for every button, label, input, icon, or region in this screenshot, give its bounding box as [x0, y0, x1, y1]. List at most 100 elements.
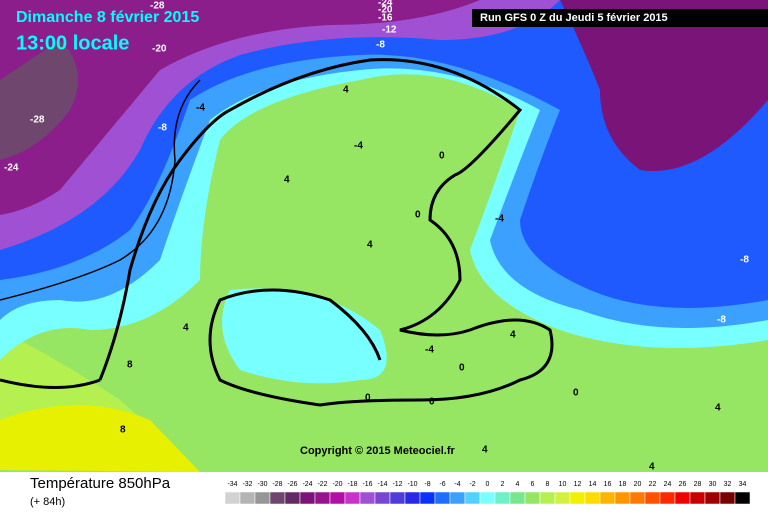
scale-swatch	[434, 491, 451, 505]
scale-label: 26	[679, 481, 687, 488]
contour-label: -8	[158, 123, 167, 134]
scale-label: 28	[694, 481, 702, 488]
scale-label: -24	[302, 481, 312, 488]
contour-label: 4	[482, 445, 488, 456]
contour-label: -8	[717, 315, 726, 326]
contour-label: -20	[378, 5, 393, 16]
scale-swatch	[314, 491, 331, 505]
scale-label: 10	[559, 481, 567, 488]
scale-label: -12	[392, 481, 402, 488]
contour-label: 4	[649, 462, 655, 473]
scale-label: -6	[439, 481, 445, 488]
scale-label: 20	[634, 481, 642, 488]
contour-label: -20	[152, 44, 167, 55]
scale-swatch	[569, 491, 586, 505]
scale-swatch	[269, 491, 286, 505]
run-info: Run GFS 0 Z du Jeudi 5 février 2015	[480, 12, 668, 24]
scale-swatch	[704, 491, 721, 505]
contour-label: 4	[183, 323, 189, 334]
copyright: Copyright © 2015 Meteociel.fr	[300, 445, 456, 457]
scale-label: -20	[332, 481, 342, 488]
footer-title: Température 850hPa	[30, 475, 171, 492]
contour-label: -24	[378, 0, 393, 9]
scale-swatch	[599, 491, 616, 505]
warm-area	[0, 405, 200, 472]
scale-swatch	[419, 491, 436, 505]
scale-label: 14	[589, 481, 597, 488]
contour-label: 0	[573, 388, 579, 399]
contour-label: 4	[367, 240, 373, 251]
mild-area	[250, 170, 392, 293]
contour-label: -24	[4, 163, 19, 174]
scale-swatch	[284, 491, 301, 505]
scale-label: 0	[486, 481, 490, 488]
scale-label: 30	[709, 481, 717, 488]
footer-lead: (+ 84h)	[30, 496, 65, 508]
run-box	[472, 9, 768, 27]
scale-label: 2	[501, 481, 505, 488]
scale-label: -18	[347, 481, 357, 488]
contour-label: -8	[740, 255, 749, 266]
scale-label: 8	[546, 481, 550, 488]
scale-label: -10	[407, 481, 417, 488]
scale-label: 32	[724, 481, 732, 488]
scale-swatch	[299, 491, 316, 505]
scale-label: 22	[649, 481, 657, 488]
scale-label: 4	[516, 481, 520, 488]
scale-swatch	[524, 491, 541, 505]
isotherm	[0, 58, 554, 407]
time: 13:00 locale	[16, 32, 129, 54]
scale-swatch	[224, 491, 241, 505]
contour-label: 0	[415, 210, 421, 221]
scale-swatch	[614, 491, 631, 505]
contour-label: -4	[196, 103, 205, 114]
contour-label: -8	[376, 40, 385, 51]
scale-swatch	[479, 491, 496, 505]
scale-label: -30	[257, 481, 267, 488]
scale-swatch	[359, 491, 376, 505]
scale-swatch	[449, 491, 466, 505]
scale-swatch	[554, 491, 571, 505]
scale-swatch	[644, 491, 661, 505]
scale-label: -26	[287, 481, 297, 488]
scale-label: -2	[469, 481, 475, 488]
scale-label: 6	[531, 481, 535, 488]
contour-label: 4	[284, 175, 290, 186]
isotherm-0	[98, 58, 554, 407]
scale-swatch	[629, 491, 646, 505]
scale-swatch	[719, 491, 736, 505]
contour-label: -12	[382, 25, 397, 36]
scale-swatch	[659, 491, 676, 505]
contour-label: -28	[150, 1, 165, 12]
scale-label: 16	[604, 481, 612, 488]
scale-swatch	[404, 491, 421, 505]
scale-label: -28	[272, 481, 282, 488]
contour-label: 0	[439, 151, 445, 162]
contour-label: 8	[120, 425, 126, 436]
scale-swatch	[539, 491, 556, 505]
scale-swatch	[674, 491, 691, 505]
contour-label: 4	[343, 85, 349, 96]
scale-swatch	[329, 491, 346, 505]
very-cold-area	[560, 0, 768, 172]
contour-label: -28	[30, 115, 45, 126]
scale-label: 18	[619, 481, 627, 488]
date: Dimanche 8 février 2015	[16, 9, 199, 26]
scale-swatch	[509, 491, 526, 505]
scale-swatch	[254, 491, 271, 505]
scale-label: -4	[454, 481, 460, 488]
very-cold-area	[0, 0, 480, 215]
contour-label: 8	[127, 360, 133, 371]
scale-swatch	[494, 491, 511, 505]
contour-label: 4	[715, 403, 721, 414]
contour-label: -16	[378, 13, 393, 24]
scale-swatch	[374, 491, 391, 505]
scale-label: 24	[664, 481, 672, 488]
very-cold-area	[0, 40, 78, 160]
contour-label: -4	[495, 214, 504, 225]
scale-label: 34	[739, 481, 747, 488]
contour-label: 0	[459, 363, 465, 374]
scale-label: -34	[227, 481, 237, 488]
